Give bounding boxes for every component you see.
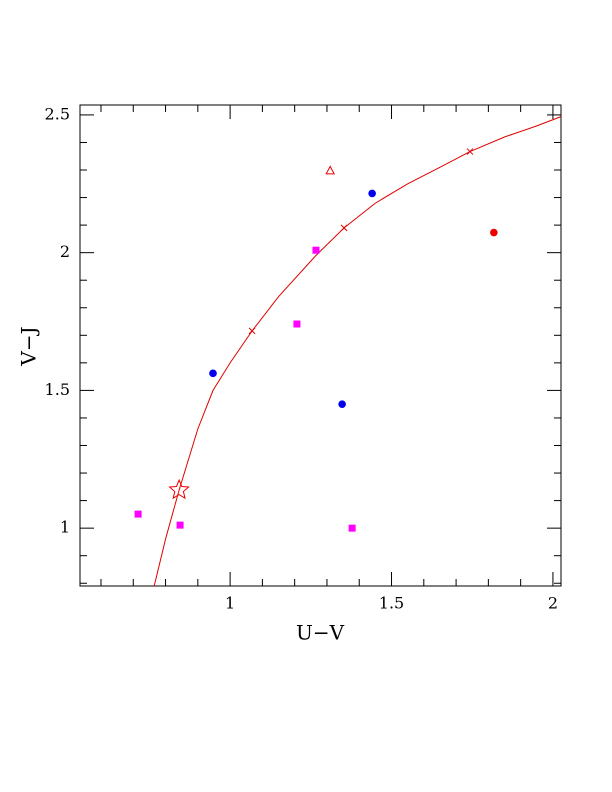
fit-curve bbox=[153, 116, 562, 587]
plot-frame bbox=[79, 104, 562, 587]
triangle-point bbox=[325, 165, 336, 175]
x-tick-label: 2 bbox=[548, 594, 558, 613]
square-point bbox=[348, 524, 356, 532]
circle-point bbox=[490, 228, 498, 237]
star-point bbox=[168, 478, 190, 500]
circle-point bbox=[338, 400, 346, 408]
y-axis-label: V−J bbox=[17, 326, 41, 366]
x-tick-label: 1.5 bbox=[379, 594, 404, 613]
square-point bbox=[176, 521, 184, 529]
square-point bbox=[312, 246, 320, 254]
circle-point bbox=[209, 369, 217, 378]
y-tick-label: 1.5 bbox=[45, 380, 70, 399]
x-axis-label: U−V bbox=[296, 621, 345, 645]
x-tick-label: 1 bbox=[225, 594, 235, 613]
y-tick-label: 2.5 bbox=[45, 104, 70, 123]
circle-point bbox=[368, 189, 376, 198]
cross-point bbox=[340, 224, 348, 232]
cross-point bbox=[466, 148, 474, 155]
y-tick-label: 1 bbox=[60, 518, 70, 537]
square-point bbox=[293, 320, 301, 328]
y-tick-label: 2 bbox=[60, 242, 70, 261]
square-point bbox=[134, 510, 142, 518]
cross-point bbox=[248, 327, 256, 335]
